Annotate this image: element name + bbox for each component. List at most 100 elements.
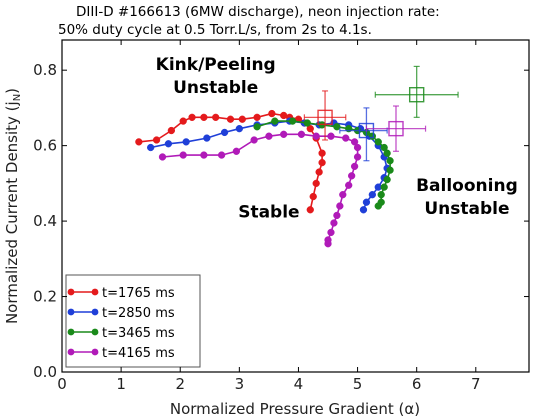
series-0-point-19 <box>315 168 323 176</box>
y-tick-label-4: 0.8 <box>33 61 57 79</box>
legend-label-0: t=1765 ms <box>102 286 175 301</box>
legend-label-1: t=2850 ms <box>102 306 175 321</box>
series-3-point-21 <box>330 219 338 227</box>
series-3-point-10 <box>327 132 335 140</box>
series-3-point-20 <box>333 211 341 220</box>
x-tick-label-2: 2 <box>175 375 185 393</box>
y-tick-label-2: 0.4 <box>33 212 57 230</box>
series-1-errorbar-square <box>358 122 375 139</box>
series-1-point-2 <box>182 138 190 146</box>
region-label-0-line-1: Unstable <box>173 78 258 98</box>
series-1-point-22 <box>359 206 368 214</box>
series-3-point-16 <box>348 172 356 180</box>
x-tick-label-5: 5 <box>353 375 363 393</box>
y-axis-label-main: Normalized Current Density (j <box>3 101 21 324</box>
x-tick-label-7: 7 <box>471 375 481 393</box>
series-3-point-3 <box>217 151 226 159</box>
series-2-point-16 <box>380 183 388 191</box>
series-2-point-11 <box>380 143 388 152</box>
series-0-point-17 <box>318 149 326 157</box>
series-3-point-2 <box>200 151 208 159</box>
series-2-point-1 <box>271 117 279 125</box>
y-axis-label-subscript: N <box>12 94 23 101</box>
legend-marker-left-1 <box>67 308 75 316</box>
series-0-point-7 <box>226 115 235 123</box>
series-3-point-5 <box>250 136 258 144</box>
series-3-point-12 <box>350 138 359 146</box>
series-0-point-10 <box>268 109 276 118</box>
series-1-point-21 <box>362 198 371 206</box>
plot-frame <box>61 39 530 373</box>
series-3-point-6 <box>265 132 273 140</box>
x-tick-label-3: 3 <box>235 375 245 393</box>
series-1-point-5 <box>235 125 243 133</box>
legend-marker-right-3 <box>91 348 99 356</box>
legend-marker-right-0 <box>91 288 99 296</box>
series-3-point-8 <box>297 130 306 138</box>
x-tick-label-0: 0 <box>57 375 67 393</box>
x-tick-label-6: 6 <box>412 375 422 393</box>
series-3-point-18 <box>339 191 347 199</box>
chart-title-line-1: DIII-D #166613 (6MW discharge), neon inj… <box>76 4 440 20</box>
series-3-point-1 <box>179 151 187 159</box>
series-1-point-4 <box>220 128 229 137</box>
series-0-point-15 <box>306 125 314 133</box>
legend-marker-right-1 <box>91 308 99 316</box>
series-0-point-21 <box>309 192 317 201</box>
series-3-point-9 <box>312 132 320 140</box>
region-label-1-line-0: Stable <box>238 202 299 222</box>
series-0-errorbar-square <box>317 109 333 126</box>
series-1-point-20 <box>368 191 376 199</box>
series-3-errorbar-square <box>388 120 404 137</box>
region-label-2-line-1: Unstable <box>424 199 509 219</box>
series-3-point-7 <box>280 130 288 138</box>
y-axis-label: Normalized Current Density (jN) <box>3 88 23 324</box>
series-0-point-9 <box>253 113 261 121</box>
series-3-point-11 <box>342 134 350 142</box>
series-2-point-0 <box>253 123 261 131</box>
series-2-point-15 <box>383 175 391 184</box>
series-2-point-13 <box>386 157 394 165</box>
legend-marker-left-3 <box>67 348 75 356</box>
series-1-point-3 <box>203 134 211 142</box>
x-tick-label-4: 4 <box>294 375 304 393</box>
chart-title-line-2: 50% duty cycle at 0.5 Torr.L/s, from 2s … <box>58 22 372 38</box>
series-3-point-17 <box>345 181 353 189</box>
series-2-point-19 <box>374 202 382 210</box>
series-2-point-2 <box>288 117 297 125</box>
series-0-point-4 <box>188 113 196 121</box>
legend-label-2: t=3465 ms <box>102 326 175 341</box>
series-3-point-4 <box>232 147 241 155</box>
series-0-point-20 <box>312 179 320 188</box>
series-0-point-8 <box>238 115 246 123</box>
series-0-point-1 <box>152 136 161 144</box>
legend-label-3: t=4165 ms <box>102 346 175 361</box>
series-3-point-13 <box>353 143 362 152</box>
series-3-point-19 <box>336 202 344 210</box>
series-0-point-18 <box>318 158 326 167</box>
series-0-line <box>138 112 323 210</box>
series-3-point-14 <box>353 153 362 161</box>
y-tick-label-1: 0.2 <box>33 288 57 306</box>
series-3-point-22 <box>327 228 335 237</box>
series-3-point-0 <box>158 153 167 161</box>
region-label-0-line-0: Kink/Peeling <box>156 55 276 75</box>
y-tick-label-3: 0.6 <box>33 137 57 155</box>
series-0-point-0 <box>135 138 143 146</box>
series-1-point-0 <box>147 143 155 152</box>
series-0-point-5 <box>200 113 208 121</box>
series-2-point-12 <box>383 149 391 157</box>
series-2-point-14 <box>386 166 394 174</box>
y-tick-label-0: 0.0 <box>33 363 57 381</box>
series-2-point-9 <box>368 132 376 140</box>
x-tick-label-1: 1 <box>116 375 126 393</box>
legend-marker-left-0 <box>67 288 75 296</box>
x-axis-label: Normalized Pressure Gradient (α) <box>170 400 420 418</box>
y-axis-label-tail: ) <box>3 88 21 94</box>
series-3-point-15 <box>350 162 359 171</box>
series-0-point-3 <box>179 117 187 125</box>
legend: t=1765 ms t=2850 ms t=3465 ms t=4165 ms <box>65 274 201 368</box>
region-label-2-line-0: Ballooning <box>416 176 518 196</box>
legend-marker-right-2 <box>91 328 99 336</box>
